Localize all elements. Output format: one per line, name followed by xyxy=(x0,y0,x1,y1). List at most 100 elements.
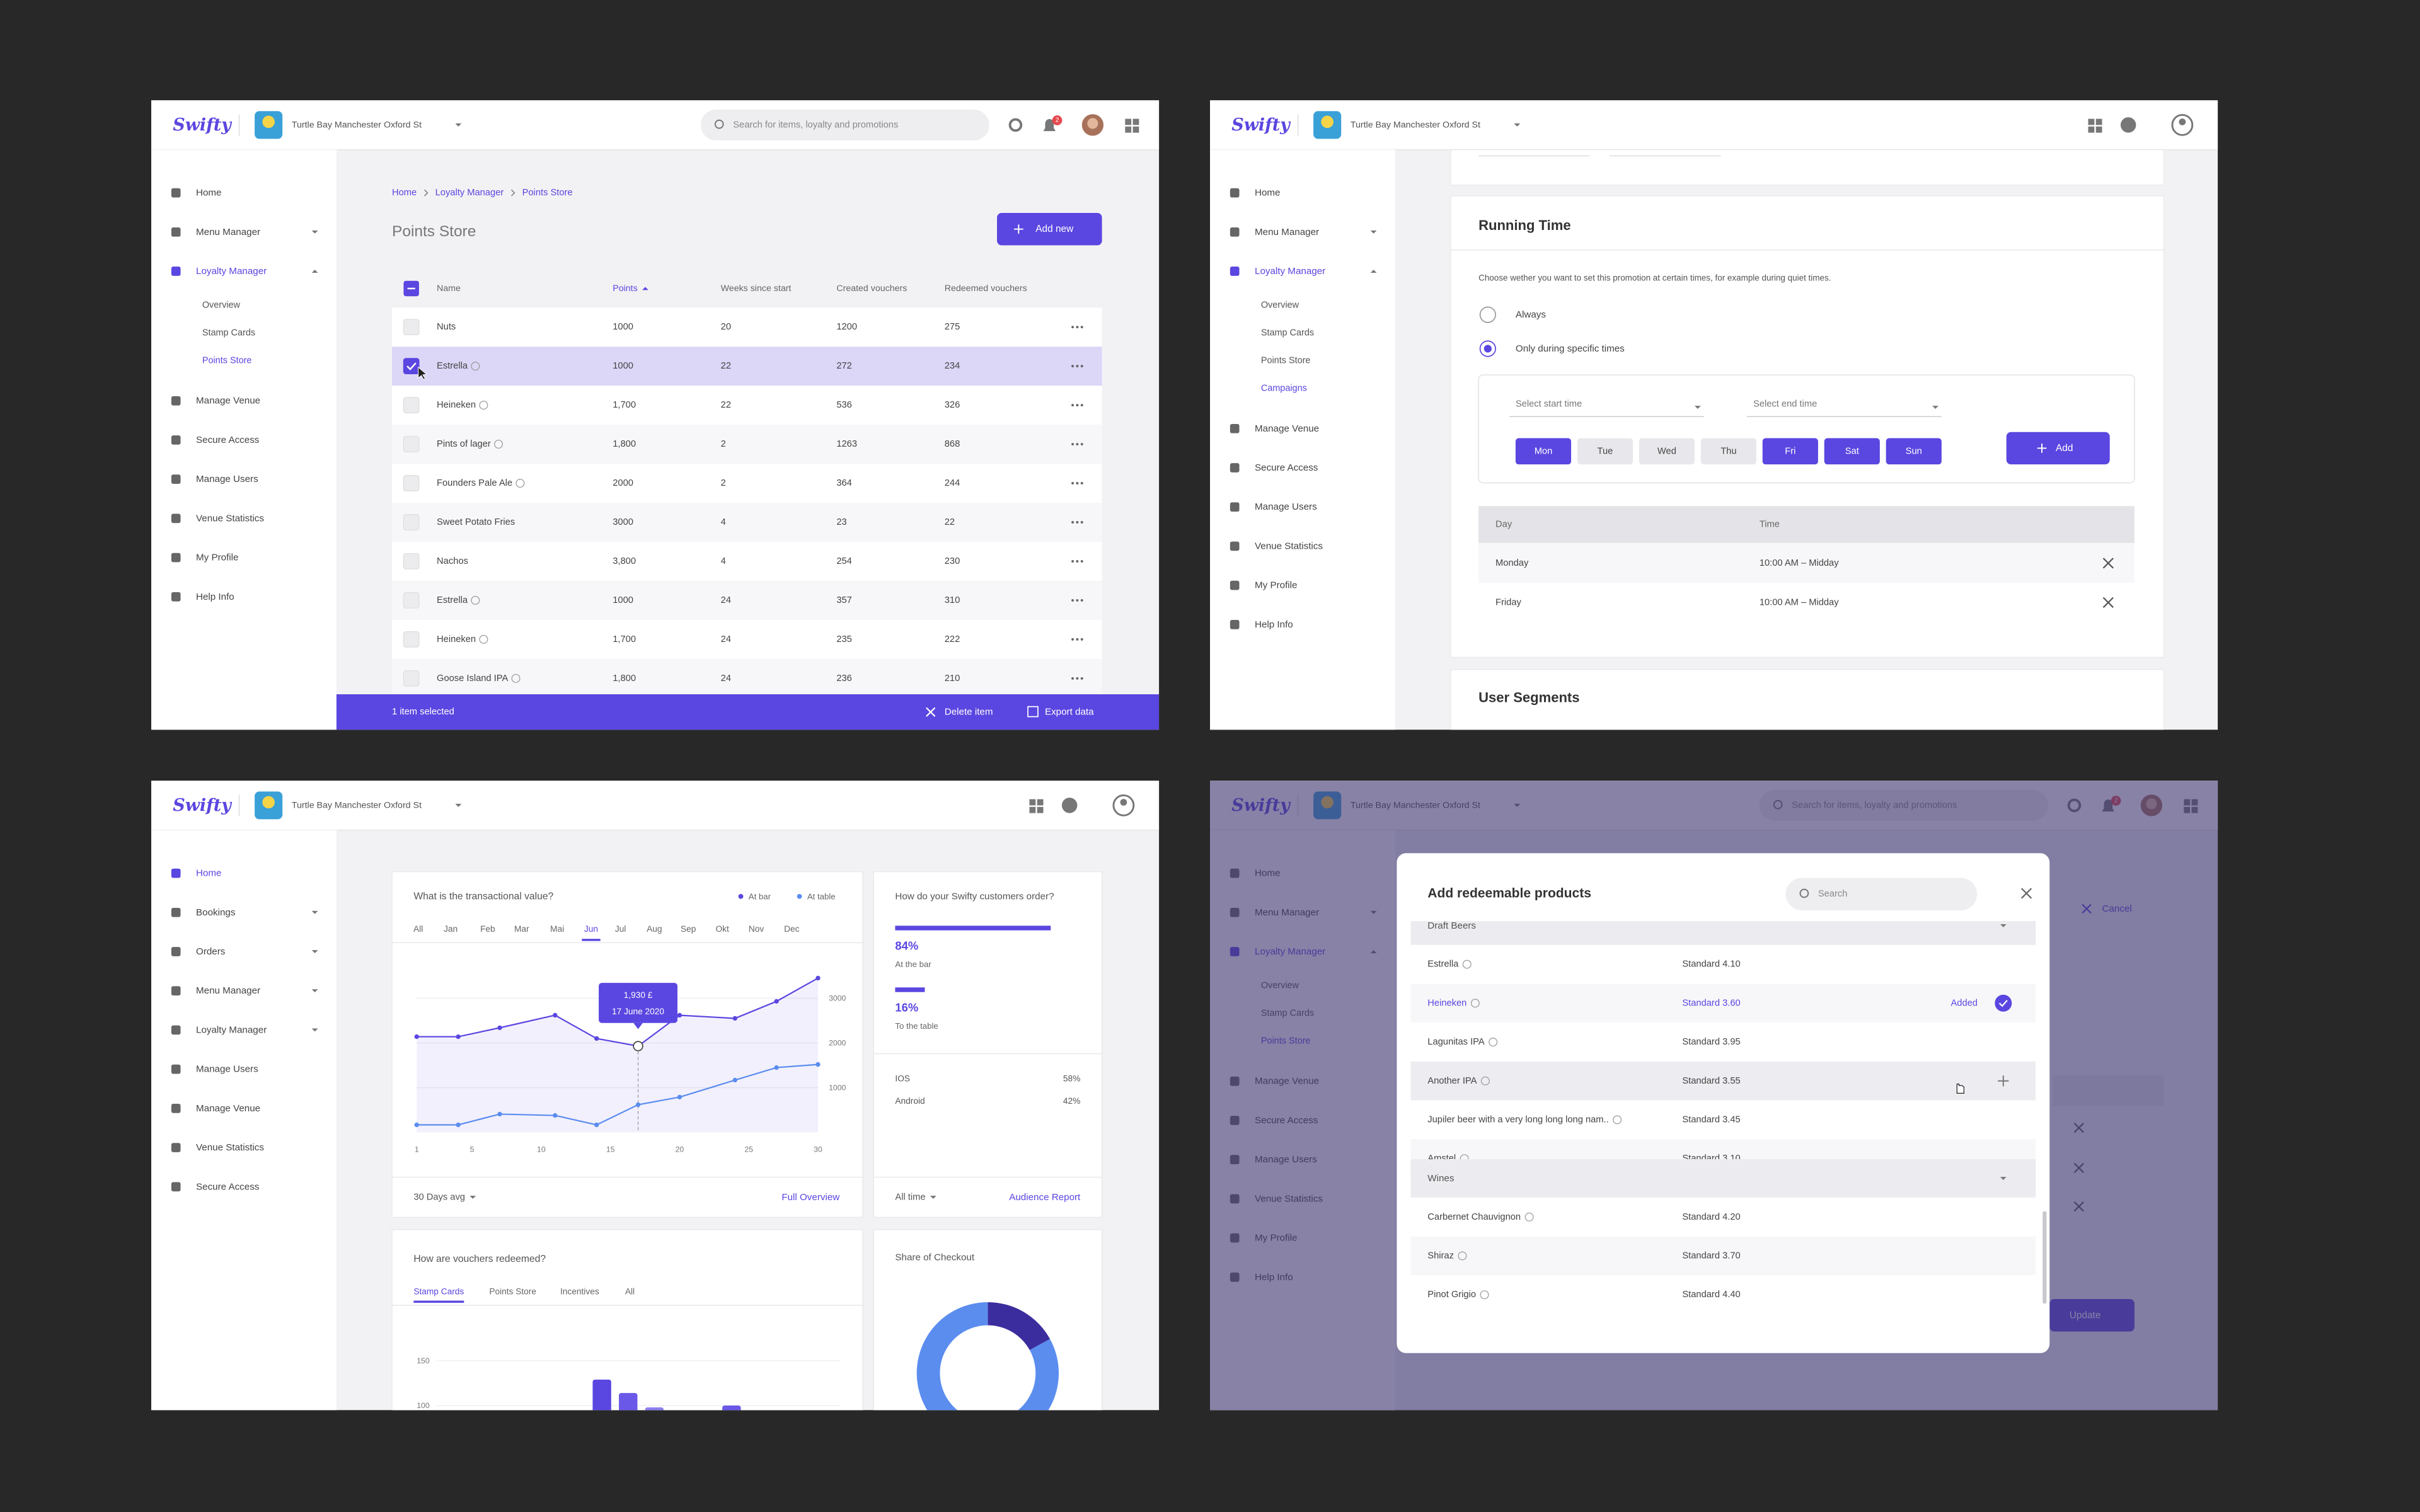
tab[interactable]: Stamp Cards xyxy=(413,1286,464,1296)
month-tab[interactable]: Sep xyxy=(681,924,696,934)
row-menu-dot[interactable] xyxy=(1076,559,1079,563)
apps-icon[interactable] xyxy=(2095,118,2102,125)
table-row[interactable] xyxy=(392,620,1102,659)
nav-subitem[interactable]: Overview xyxy=(202,300,241,310)
breadcrumb-item[interactable]: Loyalty Manager xyxy=(435,188,504,198)
day-toggle[interactable] xyxy=(1700,438,1756,465)
month-tab[interactable]: Nov xyxy=(749,924,764,934)
month-tab[interactable]: Mai xyxy=(550,924,564,934)
row-menu-dot[interactable] xyxy=(1071,638,1074,641)
row-menu-dot[interactable] xyxy=(1080,404,1083,407)
nav-subitem[interactable]: Points Store xyxy=(1261,356,1311,366)
nav-item[interactable]: Home xyxy=(1255,188,1280,198)
month-tab[interactable]: All xyxy=(413,924,423,934)
row-checkbox[interactable] xyxy=(403,397,420,413)
row-checkbox[interactable] xyxy=(403,358,420,375)
nav-item[interactable]: My Profile xyxy=(196,553,238,563)
product-row[interactable] xyxy=(1410,1197,2036,1237)
nav-item[interactable]: Loyalty Manager xyxy=(1255,266,1325,277)
nav-item[interactable]: Manage Venue xyxy=(196,396,260,406)
column-header[interactable]: Created vouchers xyxy=(836,284,907,294)
row-menu-dot[interactable] xyxy=(1080,559,1083,563)
group-header[interactable] xyxy=(1410,907,2036,945)
user-icon[interactable] xyxy=(2171,113,2194,136)
nav-item[interactable]: Venue Statistics xyxy=(1255,541,1323,551)
row-checkbox[interactable] xyxy=(403,670,420,687)
table-row[interactable] xyxy=(392,658,1102,698)
row-menu-dot[interactable] xyxy=(1071,365,1074,368)
nav-item[interactable]: Home xyxy=(196,868,221,879)
row-menu-dot[interactable] xyxy=(1080,443,1083,446)
delete-action[interactable]: Delete item xyxy=(945,707,993,718)
venue-name[interactable]: Turtle Bay Manchester Oxford St xyxy=(1351,120,1480,130)
day-toggle[interactable] xyxy=(1639,438,1695,465)
card-link[interactable]: Audience Report xyxy=(1009,1192,1081,1203)
row-menu-dot[interactable] xyxy=(1076,365,1079,368)
period-select[interactable]: 30 Days avg xyxy=(413,1192,465,1202)
row-menu-dot[interactable] xyxy=(1076,677,1079,680)
tab[interactable]: Points Store xyxy=(489,1286,536,1296)
breadcrumb-item[interactable]: Home xyxy=(392,188,417,198)
row-menu-dot[interactable] xyxy=(1071,521,1074,524)
nav-item[interactable]: My Profile xyxy=(1255,580,1297,591)
column-header[interactable]: Points xyxy=(613,284,637,294)
add-icon[interactable] xyxy=(1998,1075,2009,1087)
table-row[interactable] xyxy=(392,542,1102,581)
nav-subitem[interactable]: Stamp Cards xyxy=(202,328,255,338)
user-icon[interactable] xyxy=(1112,794,1135,816)
row-menu-dot[interactable] xyxy=(1080,638,1083,641)
nav-item[interactable]: Manage Users xyxy=(196,1064,258,1075)
column-header[interactable]: Weeks since start xyxy=(721,284,792,294)
nav-item[interactable]: Bookings xyxy=(196,907,236,918)
nav-item[interactable]: Menu Manager xyxy=(196,227,260,238)
add-button[interactable] xyxy=(997,212,1102,246)
row-menu-dot[interactable] xyxy=(1071,677,1074,680)
apps-icon[interactable] xyxy=(1132,126,1139,133)
nav-subitem[interactable]: Stamp Cards xyxy=(1261,328,1314,338)
radio-label[interactable]: Only during specific times xyxy=(1516,343,1625,354)
row-checkbox[interactable] xyxy=(403,436,420,452)
month-tab[interactable]: Mar xyxy=(514,924,529,934)
settings-icon[interactable] xyxy=(1008,118,1023,132)
day-toggle[interactable] xyxy=(1515,438,1572,465)
month-tab[interactable]: Okt xyxy=(715,924,729,934)
product-row[interactable] xyxy=(1410,1236,2036,1276)
modal-search[interactable] xyxy=(1785,878,1978,910)
help-icon[interactable] xyxy=(1061,798,1078,813)
row-menu-dot[interactable] xyxy=(1080,326,1083,329)
table-row[interactable] xyxy=(392,386,1102,425)
breadcrumb-item[interactable]: Points Store xyxy=(522,188,573,198)
month-tab[interactable]: Aug xyxy=(647,924,662,934)
month-tab[interactable]: Jul xyxy=(615,924,626,934)
apps-icon[interactable] xyxy=(1037,806,1044,813)
card-link[interactable]: Full Overview xyxy=(781,1192,839,1203)
nav-item[interactable]: Manage Users xyxy=(196,474,258,484)
venue-name[interactable]: Turtle Bay Manchester Oxford St xyxy=(292,800,422,810)
help-icon[interactable] xyxy=(2120,117,2136,133)
tab[interactable]: All xyxy=(625,1286,635,1296)
period-select[interactable]: All time xyxy=(895,1192,925,1202)
row-menu-dot[interactable] xyxy=(1076,326,1079,329)
row-menu-dot[interactable] xyxy=(1071,326,1074,329)
nav-item[interactable]: Home xyxy=(196,188,221,198)
nav-item[interactable]: Venue Statistics xyxy=(196,513,264,524)
row-menu-dot[interactable] xyxy=(1076,598,1079,602)
add-button[interactable] xyxy=(2006,432,2110,465)
row-checkbox[interactable] xyxy=(403,475,420,491)
radio[interactable] xyxy=(1479,306,1496,323)
nav-item[interactable]: Manage Users xyxy=(1255,501,1317,512)
nav-subitem[interactable]: Points Store xyxy=(202,356,252,366)
time-select[interactable]: Select start time xyxy=(1516,399,1582,410)
export-action[interactable]: Export data xyxy=(1045,707,1094,718)
nav-item[interactable]: Secure Access xyxy=(196,435,260,445)
row-checkbox[interactable] xyxy=(403,553,420,570)
day-toggle[interactable] xyxy=(1762,438,1818,465)
apps-icon[interactable] xyxy=(2088,126,2095,133)
nav-item[interactable]: Secure Access xyxy=(1255,462,1318,473)
product-row[interactable] xyxy=(1410,1275,2036,1315)
nav-subitem[interactable]: Campaigns xyxy=(1261,384,1307,394)
nav-item[interactable]: Orders xyxy=(196,946,226,957)
product-row[interactable] xyxy=(1410,983,2036,1023)
notifications-icon[interactable] xyxy=(1043,119,1056,132)
row-checkbox[interactable] xyxy=(403,592,420,609)
